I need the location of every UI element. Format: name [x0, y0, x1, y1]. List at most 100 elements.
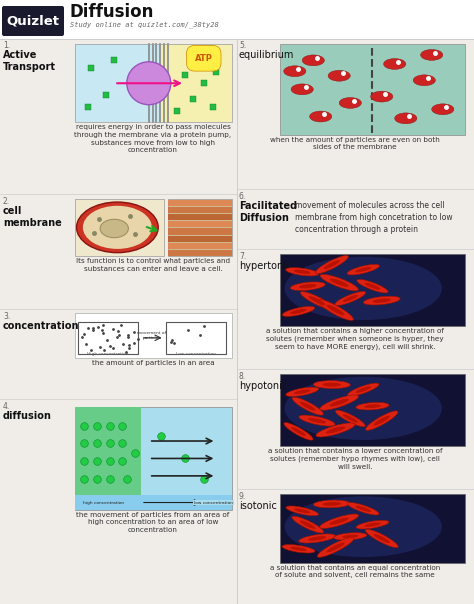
Text: Study online at quizlet.com/_38ty28: Study online at quizlet.com/_38ty28	[70, 22, 219, 28]
Ellipse shape	[356, 506, 371, 512]
Ellipse shape	[100, 219, 128, 238]
Ellipse shape	[284, 496, 442, 557]
Bar	[168, 221, 232, 227]
Ellipse shape	[322, 382, 341, 387]
Text: Facilitated
Diffusion: Facilitated Diffusion	[239, 201, 297, 223]
Bar	[75, 44, 161, 122]
Ellipse shape	[320, 514, 359, 528]
Ellipse shape	[335, 291, 366, 306]
Bar	[78, 321, 138, 354]
Ellipse shape	[320, 395, 358, 410]
Bar	[166, 321, 226, 354]
Text: Quizlet: Quizlet	[7, 14, 60, 28]
Ellipse shape	[339, 97, 361, 108]
Ellipse shape	[365, 522, 381, 527]
Ellipse shape	[282, 306, 315, 316]
Text: Low concentration: Low concentration	[176, 352, 216, 356]
Ellipse shape	[322, 502, 341, 506]
Ellipse shape	[373, 298, 391, 303]
Ellipse shape	[292, 397, 323, 415]
Ellipse shape	[284, 66, 306, 77]
Text: a solution that contains a higher concentration of
solutes (remember when someon: a solution that contains a higher concen…	[266, 328, 444, 350]
Ellipse shape	[309, 296, 325, 305]
Ellipse shape	[286, 506, 319, 516]
Ellipse shape	[83, 206, 152, 249]
Ellipse shape	[356, 520, 389, 529]
Ellipse shape	[291, 84, 313, 95]
Ellipse shape	[284, 423, 313, 440]
Ellipse shape	[317, 538, 354, 557]
Ellipse shape	[355, 267, 371, 272]
Text: 9.: 9.	[239, 492, 246, 501]
Bar	[280, 254, 465, 326]
Text: diffusion: diffusion	[3, 411, 52, 421]
Ellipse shape	[327, 304, 345, 315]
Ellipse shape	[327, 542, 345, 552]
Ellipse shape	[371, 91, 393, 102]
Ellipse shape	[365, 411, 398, 430]
Ellipse shape	[347, 503, 379, 515]
Text: cell
membrane: cell membrane	[3, 206, 62, 228]
Bar	[88, 65, 94, 71]
Ellipse shape	[284, 377, 442, 440]
Text: 1.: 1.	[3, 41, 10, 50]
Bar	[103, 92, 109, 98]
Ellipse shape	[313, 381, 350, 388]
Ellipse shape	[308, 536, 326, 541]
Ellipse shape	[290, 282, 325, 291]
Bar	[168, 250, 232, 256]
Ellipse shape	[320, 274, 358, 291]
Text: High concentration: High concentration	[87, 352, 129, 356]
Text: Diffusion: Diffusion	[70, 3, 155, 21]
Bar	[75, 407, 141, 510]
Text: low concentration: low concentration	[194, 501, 233, 504]
Ellipse shape	[364, 404, 381, 408]
Text: the amount of particles in an area: the amount of particles in an area	[91, 359, 214, 365]
Bar	[75, 199, 164, 256]
Bar	[75, 313, 232, 358]
Bar	[75, 495, 232, 510]
Ellipse shape	[347, 383, 379, 396]
Bar	[213, 68, 219, 74]
Ellipse shape	[286, 268, 319, 276]
Ellipse shape	[310, 111, 332, 122]
Bar	[168, 200, 232, 206]
Ellipse shape	[299, 534, 335, 543]
FancyBboxPatch shape	[2, 6, 64, 36]
Text: 3.: 3.	[3, 312, 10, 321]
Bar	[168, 214, 232, 220]
Bar	[111, 57, 117, 63]
Ellipse shape	[364, 296, 400, 305]
Ellipse shape	[326, 426, 345, 434]
Text: movement of molecules across the cell
membrane from high concetration to low
con: movement of molecules across the cell me…	[295, 201, 453, 234]
Ellipse shape	[290, 547, 307, 551]
Bar	[75, 407, 232, 510]
Text: equilibrium: equilibrium	[239, 50, 294, 60]
Ellipse shape	[413, 75, 436, 86]
Ellipse shape	[395, 113, 417, 124]
Ellipse shape	[316, 423, 355, 437]
Text: concentration: concentration	[3, 321, 80, 331]
Ellipse shape	[356, 402, 389, 410]
Ellipse shape	[291, 427, 306, 436]
Bar	[201, 80, 207, 86]
Ellipse shape	[300, 521, 316, 529]
Bar	[210, 104, 216, 110]
Text: when the amount of particles are even on both
sides of the membrane: when the amount of particles are even on…	[270, 137, 440, 150]
Text: 7.: 7.	[239, 252, 246, 261]
Ellipse shape	[329, 278, 349, 287]
Bar	[190, 96, 196, 102]
Text: movement of
particles: movement of particles	[137, 332, 166, 340]
Ellipse shape	[324, 260, 340, 269]
Text: 8.: 8.	[239, 372, 246, 381]
Ellipse shape	[315, 255, 348, 274]
Bar	[168, 243, 232, 249]
Ellipse shape	[383, 59, 406, 69]
Ellipse shape	[308, 418, 326, 423]
Text: hypotonic: hypotonic	[239, 381, 287, 391]
Text: 6.: 6.	[239, 192, 246, 201]
Ellipse shape	[374, 416, 390, 425]
Ellipse shape	[301, 292, 334, 310]
Bar	[161, 44, 232, 122]
Ellipse shape	[318, 300, 354, 321]
